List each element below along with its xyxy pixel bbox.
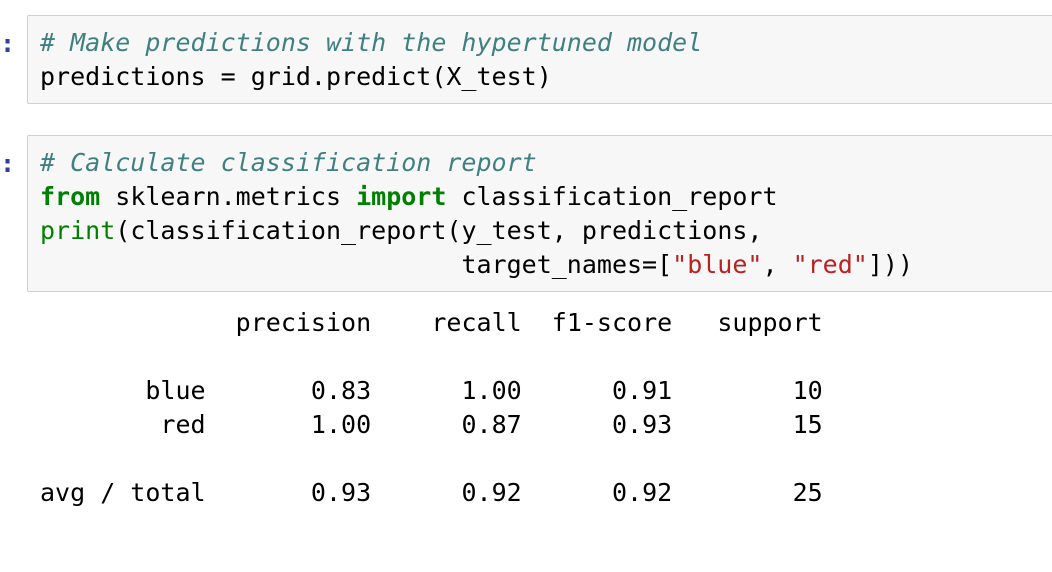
code-comment: # Calculate classification report: [40, 148, 537, 177]
support-value: 15: [672, 410, 823, 439]
code-builtin-print: print: [40, 216, 116, 245]
blank-line: [40, 340, 823, 374]
header-f1-score: f1-score: [521, 308, 673, 337]
f1-score-value: 0.93: [521, 410, 673, 439]
code-string-blue: "blue": [672, 250, 763, 279]
code-keyword-from: from: [40, 182, 101, 211]
blank-line: [40, 442, 823, 476]
report-header: precision recall f1-score support: [40, 306, 823, 340]
cell-2-output: precision recall f1-score support blue 0…: [40, 306, 823, 510]
code-text: ,: [762, 250, 793, 279]
recall-value: 1.00: [371, 376, 522, 405]
cell-2-input[interactable]: # Calculate classification report from s…: [27, 135, 1052, 292]
f1-score-value: 0.92: [521, 478, 673, 507]
support-value: 25: [672, 478, 823, 507]
cell-1-prompt: :: [0, 29, 16, 58]
code-text: (classification_report(y_test, predictio…: [115, 216, 763, 245]
cell-2-line-3: print(classification_report(y_test, pred…: [40, 214, 1052, 248]
code-text: predictions = grid.predict(X_test): [40, 62, 552, 91]
header-support: support: [672, 308, 823, 337]
cell-1-input[interactable]: # Make predictions with the hypertuned m…: [27, 15, 1052, 104]
cell-2-line-1: # Calculate classification report: [40, 146, 1052, 180]
code-string-red: "red": [792, 250, 868, 279]
code-comment: # Make predictions with the hypertuned m…: [40, 28, 703, 57]
cell-2-prompt: :: [0, 149, 16, 178]
cell-1-line-2: predictions = grid.predict(X_test): [40, 60, 1052, 94]
recall-value: 0.87: [371, 410, 522, 439]
precision-value: 1.00: [205, 410, 372, 439]
header-blank: [40, 308, 206, 337]
precision-value: 0.93: [205, 478, 372, 507]
cell-2-line-2: from sklearn.metrics import classificati…: [40, 180, 1052, 214]
total-label: avg / total: [40, 478, 206, 507]
code-text: sklearn.metrics: [100, 182, 357, 211]
support-value: 10: [672, 376, 823, 405]
report-row-total: avg / total 0.93 0.92 0.92 25: [40, 476, 823, 510]
precision-value: 0.83: [205, 376, 372, 405]
cell-2-line-4: target_names=["blue", "red"])): [40, 248, 1052, 282]
row-label: red: [40, 410, 206, 439]
row-label: blue: [40, 376, 206, 405]
recall-value: 0.92: [371, 478, 522, 507]
report-row-blue: blue 0.83 1.00 0.91 10: [40, 374, 823, 408]
code-keyword-import: import: [356, 182, 447, 211]
header-recall: recall: [371, 308, 522, 337]
header-precision: precision: [205, 308, 372, 337]
code-text: ])): [867, 250, 913, 279]
f1-score-value: 0.91: [521, 376, 673, 405]
code-text: classification_report: [446, 182, 778, 211]
cell-1-line-1: # Make predictions with the hypertuned m…: [40, 26, 1052, 60]
code-text: target_names=[: [40, 250, 673, 279]
report-row-red: red 1.00 0.87 0.93 15: [40, 408, 823, 442]
